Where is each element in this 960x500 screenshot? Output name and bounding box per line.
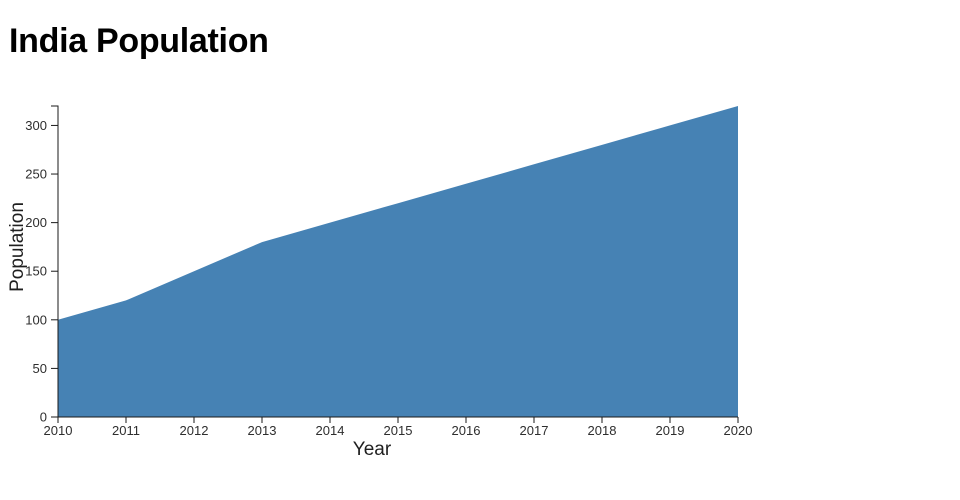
x-tick-label: 2013 — [248, 423, 277, 438]
x-tick-label: 2012 — [180, 423, 209, 438]
x-tick-label: 2017 — [520, 423, 549, 438]
x-tick-label: 2019 — [656, 423, 685, 438]
population-area-series — [58, 106, 738, 417]
x-axis-title: Year — [352, 439, 392, 460]
x-tick-label: 2014 — [316, 423, 345, 438]
y-axis-title: Population — [7, 202, 28, 292]
x-tick-label: 2015 — [384, 423, 413, 438]
x-tick-label: 2016 — [452, 423, 481, 438]
y-tick-label: 150 — [25, 264, 47, 279]
y-tick-label: 300 — [25, 118, 47, 133]
y-tick-label: 0 — [40, 410, 47, 425]
y-tick-label: 200 — [25, 215, 47, 230]
x-tick-label: 2010 — [44, 423, 73, 438]
x-tick-label: 2018 — [588, 423, 617, 438]
x-tick-label: 2011 — [112, 423, 140, 438]
chart-title: India Population — [9, 22, 269, 60]
y-tick-label: 250 — [25, 167, 47, 182]
y-tick-label: 50 — [33, 361, 47, 376]
x-tick-label: 2020 — [724, 423, 753, 438]
y-tick-label: 100 — [25, 312, 47, 327]
